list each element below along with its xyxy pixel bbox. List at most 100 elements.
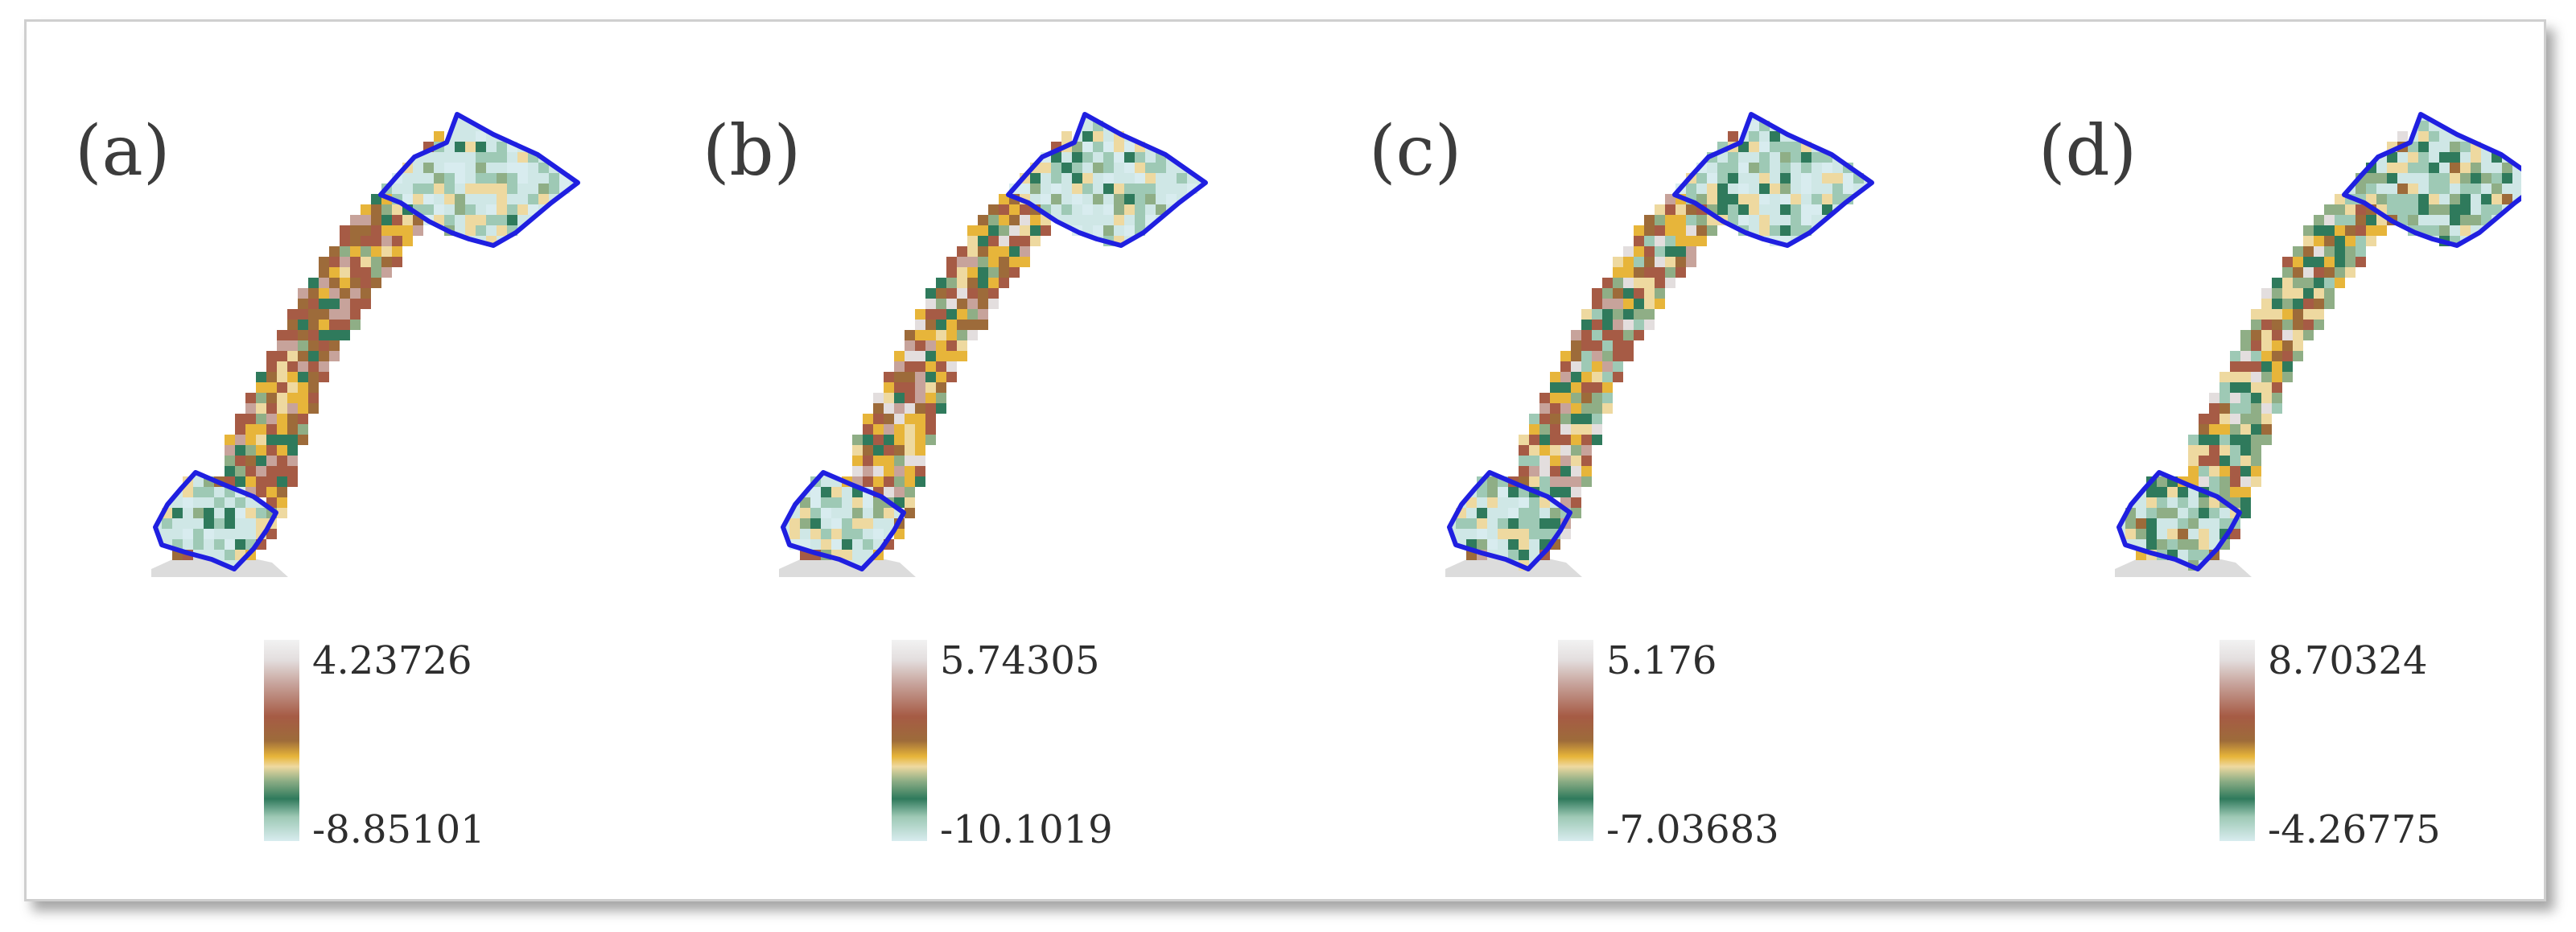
map-cell xyxy=(1571,351,1581,361)
map-cell xyxy=(999,194,1009,204)
map-cell xyxy=(905,466,915,476)
map-cell xyxy=(2324,288,2335,299)
map-cell xyxy=(361,246,371,257)
map-cell xyxy=(1009,246,1020,257)
map-cell xyxy=(225,435,235,445)
map-cell xyxy=(517,204,528,215)
map-cell xyxy=(2209,456,2219,466)
map-cell xyxy=(831,529,842,539)
map-cell xyxy=(225,508,235,518)
map-cell xyxy=(1738,184,1749,194)
map-cell xyxy=(340,257,350,267)
map-cell xyxy=(277,487,287,497)
map-cell xyxy=(204,508,214,518)
map-cell xyxy=(2230,351,2240,361)
map-cell xyxy=(936,382,946,393)
map-cell xyxy=(884,424,894,435)
map-cell xyxy=(1560,403,1571,414)
map-cell xyxy=(214,539,225,550)
map-cell xyxy=(1550,393,1560,403)
map-cell xyxy=(884,382,894,393)
map-cell xyxy=(1665,246,1675,257)
map-cell xyxy=(319,257,329,267)
map-cell xyxy=(287,456,298,466)
map-cell xyxy=(1487,497,1498,508)
panel-label-b: (b) xyxy=(703,111,802,192)
map-cell xyxy=(905,445,915,456)
map-cell xyxy=(277,393,287,403)
map-cell xyxy=(2293,288,2303,299)
map-cell xyxy=(925,330,936,340)
map-cell xyxy=(1560,529,1571,539)
map-cell xyxy=(1623,309,1634,320)
map-cell xyxy=(1560,435,1571,445)
map-cell xyxy=(988,204,999,215)
map-cell xyxy=(2230,382,2240,393)
map-cell xyxy=(1644,320,1655,330)
map-cell xyxy=(1156,204,1166,215)
map-cell xyxy=(1791,215,1801,225)
map-cell xyxy=(2324,299,2335,309)
map-cell xyxy=(1581,340,1592,351)
map-cell xyxy=(329,309,340,320)
map-cell xyxy=(2345,246,2355,257)
map-cell xyxy=(319,372,329,382)
map-cell xyxy=(873,424,884,435)
map-cell xyxy=(2272,340,2282,351)
map-cell xyxy=(1623,299,1634,309)
map-cell xyxy=(999,236,1009,246)
map-cell xyxy=(2418,142,2429,152)
map-cell xyxy=(2178,497,2188,508)
map-cell xyxy=(287,393,298,403)
map-cell xyxy=(256,487,266,497)
map-cell xyxy=(978,246,988,257)
map-cell xyxy=(2366,194,2376,204)
map-cell xyxy=(507,173,517,184)
map-cell xyxy=(894,487,905,497)
map-cell xyxy=(1602,278,1613,288)
map-cell xyxy=(2324,246,2335,257)
map-cell xyxy=(1581,361,1592,372)
map-cell xyxy=(2335,257,2345,267)
map-cell xyxy=(1822,194,1832,204)
map-cell xyxy=(1644,257,1655,267)
map-cell xyxy=(298,299,308,309)
map-cell xyxy=(821,497,831,508)
map-cell xyxy=(1801,184,1811,194)
map-cell xyxy=(371,267,381,278)
map-cell xyxy=(1644,225,1655,236)
map-cell xyxy=(340,320,350,330)
map-cell xyxy=(2460,173,2471,184)
map-cell xyxy=(1498,529,1508,539)
map-cell xyxy=(256,403,266,414)
map-cell xyxy=(957,246,967,257)
map-cell xyxy=(2178,539,2188,550)
map-cell xyxy=(2366,173,2376,184)
map-cell xyxy=(2418,121,2429,131)
map-cell xyxy=(1634,278,1644,288)
map-cell xyxy=(1780,204,1791,215)
map-cell xyxy=(1770,131,1780,142)
map-cell xyxy=(381,246,392,257)
map-cell xyxy=(1843,184,1853,194)
map-cell xyxy=(1634,236,1644,246)
map-cell xyxy=(2450,163,2460,173)
map-cell xyxy=(905,435,915,445)
map-cell xyxy=(308,372,319,382)
map-cell xyxy=(915,393,925,403)
map-cell xyxy=(2230,372,2240,382)
map-cell xyxy=(852,529,863,539)
map-cell xyxy=(957,267,967,278)
map-cell xyxy=(1613,351,1623,361)
map-cell xyxy=(2188,518,2199,529)
map-cell xyxy=(2167,508,2178,518)
map-cell xyxy=(1613,278,1623,288)
map-cell xyxy=(2167,529,2178,539)
map-cell xyxy=(2261,414,2272,424)
map-cell xyxy=(1581,393,1592,403)
map-cell xyxy=(1759,163,1770,173)
map-cell xyxy=(1655,246,1665,257)
map-cell xyxy=(1560,487,1571,497)
map-cell xyxy=(2324,278,2335,288)
legend-colorbar-b xyxy=(892,640,927,841)
